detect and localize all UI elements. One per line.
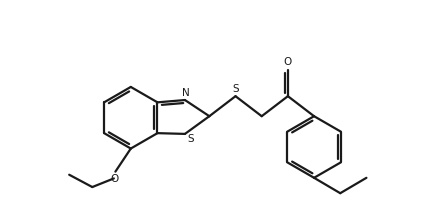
Text: N: N — [181, 88, 189, 98]
Text: S: S — [187, 135, 194, 145]
Text: O: O — [111, 174, 119, 184]
Text: S: S — [232, 84, 239, 94]
Text: O: O — [283, 57, 292, 67]
